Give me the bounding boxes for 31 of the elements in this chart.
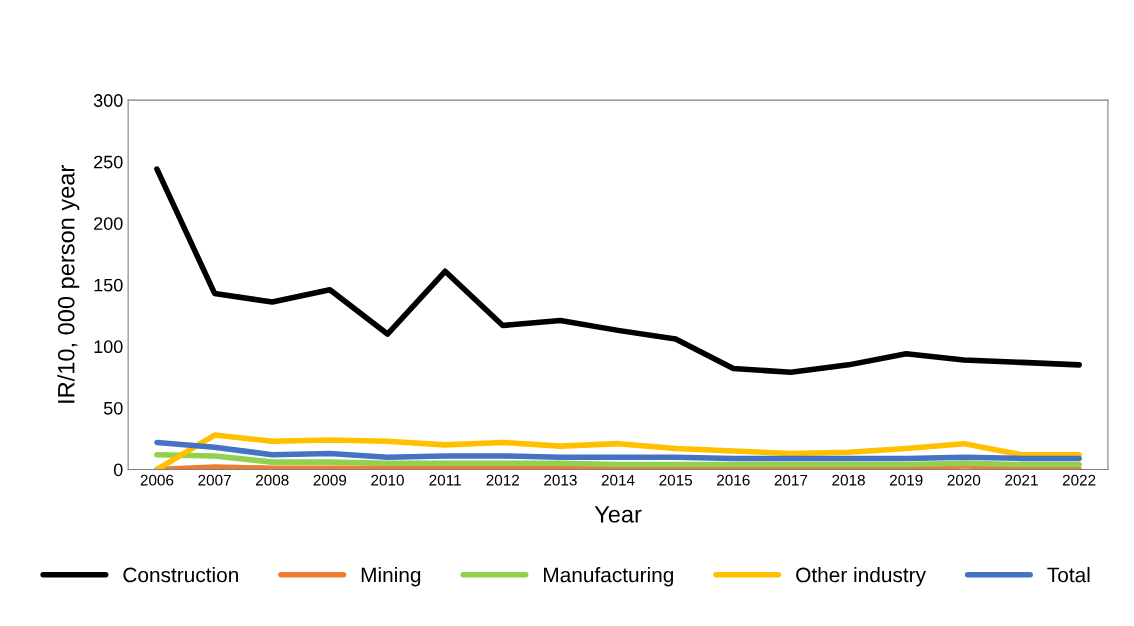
x-tick-label: 2018 bbox=[832, 474, 865, 486]
y-tick-label: 250 bbox=[94, 155, 123, 169]
y-tick-label: 0 bbox=[113, 463, 123, 477]
x-tick-label: 2009 bbox=[313, 474, 347, 486]
y-tick-label: 300 bbox=[93, 94, 123, 107]
x-tick-label: 2019 bbox=[889, 474, 923, 486]
legend-label: Other industry bbox=[796, 567, 926, 587]
x-tick-label: 2014 bbox=[601, 474, 635, 486]
x-tick-label: 2007 bbox=[198, 474, 231, 486]
x-tick-label: 2021 bbox=[1005, 474, 1038, 486]
x-axis-title: Year bbox=[594, 506, 642, 523]
x-tick-label: 2020 bbox=[947, 474, 981, 486]
legend-label: Mining bbox=[361, 567, 421, 587]
x-tick-label: 2011 bbox=[429, 474, 461, 486]
legend-label: Construction bbox=[123, 567, 238, 583]
y-tick-label: 200 bbox=[94, 217, 123, 230]
y-tick-label: 100 bbox=[94, 340, 123, 354]
x-tick-label: 2008 bbox=[256, 474, 289, 486]
x-tick-label: 2016 bbox=[717, 474, 750, 486]
x-tick-label: 2010 bbox=[371, 474, 404, 486]
x-tick-label: 2017 bbox=[774, 474, 808, 486]
x-tick-label: 2006 bbox=[140, 474, 174, 486]
legend-label: Manufacturing bbox=[544, 567, 673, 587]
y-tick-label: 50 bbox=[103, 401, 123, 415]
x-tick-label: 2015 bbox=[659, 474, 693, 486]
y-tick-label: 150 bbox=[94, 278, 123, 292]
legend-label: Total bbox=[1047, 567, 1090, 583]
y-axis-title: IR/10, 000 person year bbox=[57, 165, 80, 403]
x-tick-label: 2022 bbox=[1062, 474, 1096, 486]
x-tick-label: 2013 bbox=[544, 474, 577, 486]
x-tick-label: 2012 bbox=[486, 474, 519, 486]
